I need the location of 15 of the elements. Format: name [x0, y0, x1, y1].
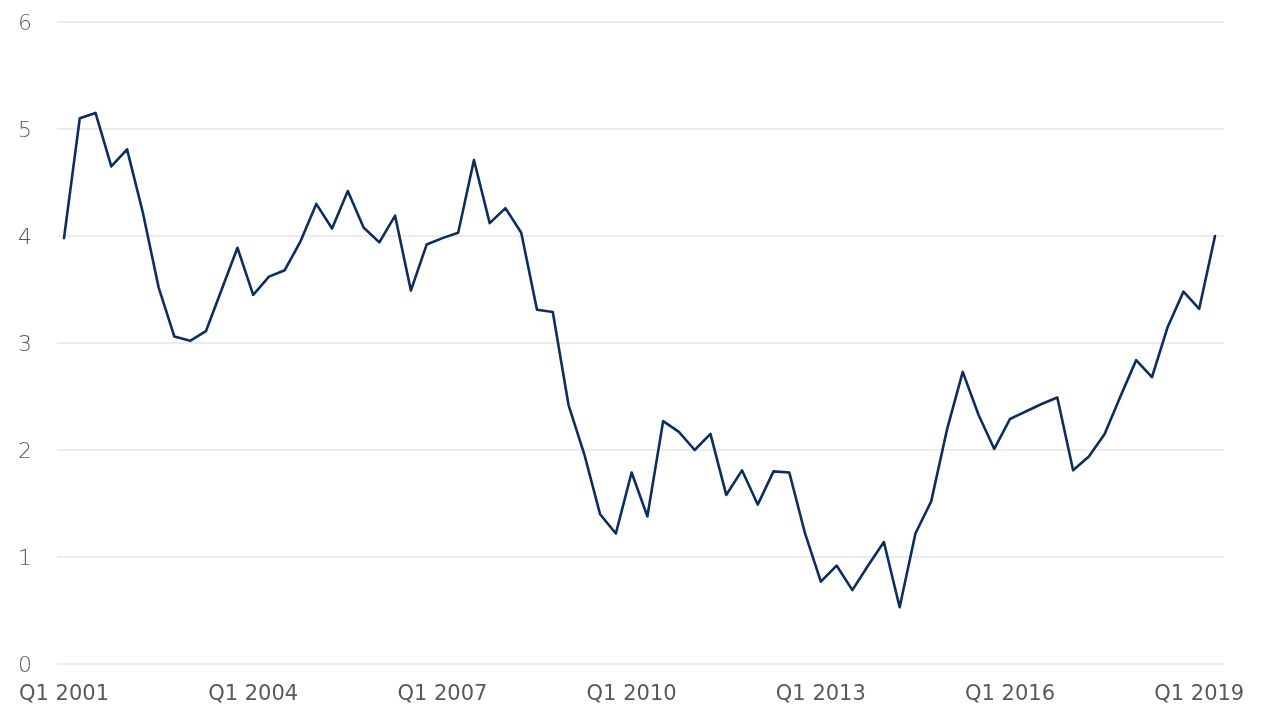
- y-tick-label: 6: [18, 9, 32, 35]
- y-tick-label: 4: [18, 223, 32, 249]
- x-tick-label: Q1 2019: [1154, 681, 1245, 705]
- x-tick-label: Q1 2007: [397, 681, 488, 705]
- y-tick-label: 0: [18, 651, 32, 677]
- y-tick-label: 1: [18, 544, 32, 570]
- x-tick-label: Q1 2013: [775, 681, 866, 705]
- x-tick-label: Q1 2001: [18, 681, 110, 705]
- y-tick-label: 2: [18, 437, 32, 463]
- y-tick-label: 5: [18, 116, 32, 142]
- x-tick-label: Q1 2016: [965, 681, 1056, 705]
- x-tick-label: Q1 2010: [586, 681, 677, 705]
- y-tick-label: 3: [18, 330, 32, 356]
- line-series: [62, 111, 1217, 609]
- x-tick-label: Q1 2004: [208, 681, 299, 705]
